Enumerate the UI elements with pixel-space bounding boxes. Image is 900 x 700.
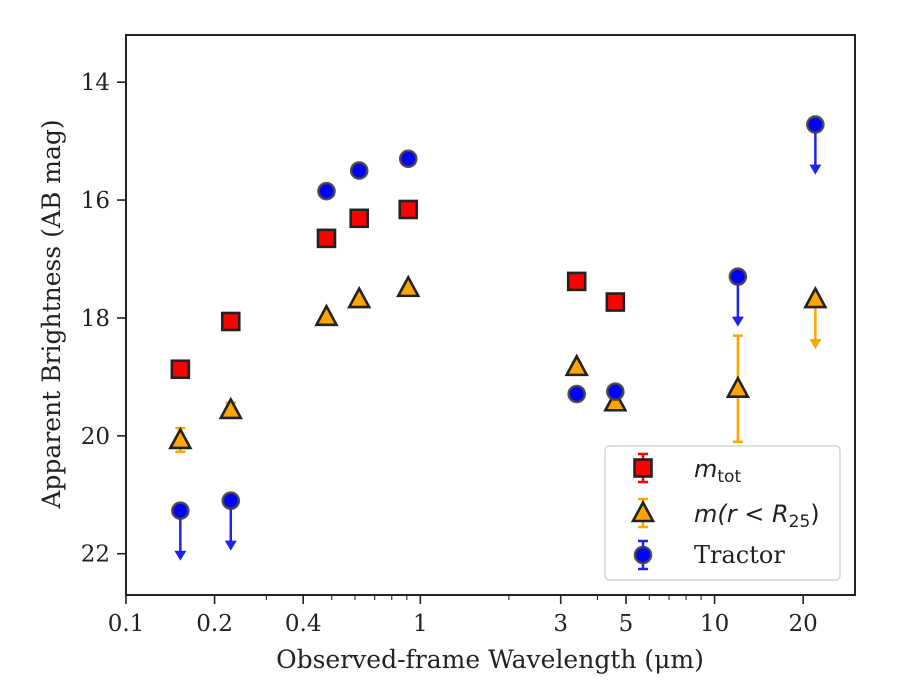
data-point: [314, 303, 339, 327]
data-point: [170, 359, 191, 380]
legend-marker: [633, 458, 653, 478]
x-tick-label: 5: [619, 611, 634, 637]
y-tick-label: 18: [81, 306, 110, 332]
plot-frame: [125, 34, 856, 596]
y-tick-label: 16: [81, 188, 110, 214]
data-point: [218, 396, 243, 420]
legend: mtot m(r < R25) Tractor: [604, 445, 841, 581]
data-point: [396, 274, 421, 298]
y-axis-title: Apparent Brightness (AB mag): [37, 119, 66, 509]
legend-box: [604, 445, 841, 581]
data-point: [347, 285, 372, 309]
x-tick-label: 0.2: [196, 611, 233, 637]
data-point: [168, 426, 193, 450]
data-point: [567, 384, 587, 404]
data-point: [566, 271, 587, 292]
legend-label-main: m: [694, 455, 717, 483]
data-point: [725, 375, 751, 398]
data-point: [220, 311, 241, 332]
data-point: [317, 181, 336, 201]
data-marks: [168, 115, 828, 561]
axes: 0.1 0.2 0.4 1 3 5 10 20 14 16 18 20 22: [81, 34, 856, 637]
legend-label-subscript: 25: [789, 512, 811, 532]
data-point: [564, 353, 589, 377]
legend-marker: [633, 545, 653, 565]
data-point: [398, 199, 419, 220]
series-square: [170, 199, 626, 380]
legend-label-suffix: ): [810, 500, 819, 528]
legend-label-1: m(r < R25): [694, 500, 820, 532]
data-point: [603, 389, 628, 412]
data-point: [606, 382, 625, 401]
data-point: [349, 161, 369, 180]
y-tick-label: 20: [81, 424, 110, 450]
legend-label-0: mtot: [694, 455, 741, 487]
data-point: [806, 115, 825, 134]
x-tick-label: 0.4: [285, 611, 322, 637]
data-point: [398, 149, 418, 169]
data-point: [171, 501, 190, 521]
x-tick-label: 3: [553, 611, 568, 637]
y-tick-label: 22: [81, 542, 110, 568]
x-tick-label: 10: [700, 611, 729, 637]
upper-limit-arrowhead: [809, 164, 822, 175]
data-point: [605, 292, 626, 312]
data-point: [221, 491, 241, 510]
series-circle: [171, 115, 825, 561]
x-tick-label: 1: [413, 611, 428, 637]
legend-label-subscript: tot: [717, 467, 741, 487]
upper-limit-arrowhead: [731, 316, 744, 327]
legend-marker: [630, 499, 656, 523]
y-tick-label: 14: [81, 70, 110, 96]
upper-limit-arrowhead: [174, 550, 187, 561]
x-axis-title: Observed-frame Wavelength (μm): [276, 645, 704, 674]
data-point: [803, 285, 828, 309]
legend-label-2: Tractor: [694, 541, 785, 569]
upper-limit-arrowhead: [224, 540, 237, 551]
data-point: [728, 267, 748, 286]
series-triangle: [168, 274, 828, 454]
data-point: [349, 208, 369, 229]
upper-limit-arrowhead: [809, 339, 822, 350]
x-tick-label: 20: [789, 611, 818, 637]
x-tick-label: 0.1: [108, 611, 145, 637]
data-point: [316, 228, 337, 249]
legend-label-main: m(r < R: [694, 500, 789, 528]
